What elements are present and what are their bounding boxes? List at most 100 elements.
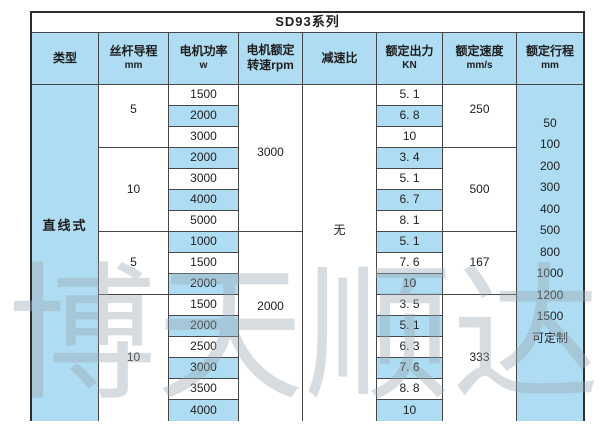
output-value: 6. 8 — [399, 108, 420, 123]
speed-cell: 500 — [443, 148, 517, 232]
speed-value: 333 — [469, 350, 490, 365]
ratio-cell: 无 — [303, 85, 377, 421]
power-cell: 2500 — [169, 337, 239, 358]
stroke-item: 50 — [543, 115, 557, 130]
stroke-item: 1200 — [536, 287, 564, 302]
lead-cell: 10 — [99, 148, 169, 232]
output-cell: 7. 6 — [377, 358, 443, 379]
lead-cell: 5 — [99, 232, 169, 295]
power-cell: 1500 — [169, 295, 239, 316]
output-cell: 5. 1 — [377, 232, 443, 253]
col-header-speed-label: 额定速度 — [455, 44, 504, 59]
output-value: 8. 1 — [399, 213, 420, 228]
col-header-ratio: 减速比 — [303, 33, 377, 85]
col-header-output-label: 额定出力 — [385, 44, 434, 59]
speed-value: 250 — [469, 102, 490, 117]
col-header-output: 额定出力 KN — [377, 33, 443, 85]
speed-value: 167 — [469, 255, 490, 270]
output-value: 10 — [402, 129, 417, 144]
output-value: 8. 8 — [399, 381, 420, 396]
stroke-list: 50 100 200 300 400 500 800 1000 1200 150… — [517, 85, 583, 350]
power-value: 2500 — [190, 339, 217, 354]
col-header-stroke: 额定行程 mm — [517, 33, 583, 85]
power-cell: 2000 — [169, 274, 239, 295]
power-cell: 4000 — [169, 400, 239, 421]
power-cell: 3000 — [169, 169, 239, 190]
output-cell: 5. 1 — [377, 169, 443, 190]
rpm-value: 2000 — [257, 298, 284, 313]
col-header-lead: 丝杆导程 mm — [99, 33, 169, 85]
output-cell: 5. 1 — [377, 85, 443, 106]
output-value: 6. 3 — [399, 339, 420, 354]
col-header-rpm: 电机额定 转速rpm — [239, 33, 303, 85]
col-header-output-unit: KN — [402, 60, 417, 72]
lead-cell: 10 — [99, 295, 169, 421]
power-value: 4000 — [190, 192, 217, 207]
power-value: 1500 — [190, 87, 217, 102]
col-header-speed-unit: mm/s — [466, 60, 493, 72]
output-value: 5. 1 — [399, 234, 420, 249]
col-header-lead-label: 丝杆导程 — [109, 44, 158, 59]
power-cell: 3000 — [169, 358, 239, 379]
stroke-item: 1000 — [536, 266, 564, 281]
output-value: 6. 7 — [399, 192, 420, 207]
output-cell: 5. 1 — [377, 316, 443, 337]
power-value: 4000 — [190, 402, 217, 417]
stroke-item: 400 — [539, 201, 561, 216]
power-cell: 3000 — [169, 127, 239, 148]
stroke-item: 200 — [539, 158, 561, 173]
output-cell: 10 — [377, 274, 443, 295]
lead-value: 5 — [130, 255, 137, 270]
output-cell: 10 — [377, 127, 443, 148]
power-cell: 2000 — [169, 106, 239, 127]
col-header-stroke-unit: mm — [541, 60, 559, 72]
speed-cell: 333 — [443, 295, 517, 421]
stroke-item: 300 — [539, 180, 561, 195]
power-cell: 2000 — [169, 316, 239, 337]
output-value: 3. 5 — [399, 297, 420, 312]
col-header-rpm-label: 电机额定 — [246, 43, 295, 58]
output-value: 10 — [402, 276, 417, 291]
col-header-speed: 额定速度 mm/s — [443, 33, 517, 85]
power-value: 1000 — [190, 234, 217, 249]
power-value: 3000 — [190, 129, 217, 144]
col-header-stroke-label: 额定行程 — [525, 44, 574, 59]
power-value: 3000 — [190, 171, 217, 186]
col-header-rpm-unit: 转速rpm — [247, 58, 294, 72]
col-header-power: 电机功率 w — [169, 33, 239, 85]
type-label: 直线式 — [42, 217, 88, 233]
output-value: 5. 1 — [399, 87, 420, 102]
stroke-item: 100 — [539, 137, 561, 152]
table-title: SD93系列 — [32, 13, 583, 33]
col-header-ratio-label: 减速比 — [321, 50, 358, 65]
rpm-cell: 3000 — [239, 85, 303, 232]
rpm-cell: 2000 — [239, 232, 303, 421]
type-cell: 直线式 — [32, 85, 99, 421]
output-cell: 10 — [377, 400, 443, 421]
speed-value: 500 — [469, 181, 490, 196]
power-cell: 4000 — [169, 190, 239, 211]
output-value: 5. 1 — [399, 318, 420, 333]
output-value: 7. 6 — [399, 360, 420, 375]
output-value: 5. 1 — [399, 171, 420, 186]
stroke-item: 500 — [539, 223, 561, 238]
power-cell: 2000 — [169, 148, 239, 169]
col-header-power-unit: w — [199, 60, 208, 72]
output-cell: 8. 8 — [377, 379, 443, 400]
output-value: 10 — [402, 402, 417, 417]
lead-value: 10 — [126, 350, 141, 365]
lead-cell: 5 — [99, 85, 169, 148]
power-cell: 5000 — [169, 211, 239, 232]
output-cell: 6. 3 — [377, 337, 443, 358]
power-cell: 1500 — [169, 253, 239, 274]
lead-value: 10 — [126, 181, 141, 196]
rpm-value: 3000 — [257, 145, 284, 160]
lead-value: 5 — [130, 102, 137, 117]
power-value: 5000 — [190, 213, 217, 228]
output-cell: 6. 7 — [377, 190, 443, 211]
col-header-lead-unit: mm — [124, 60, 143, 72]
power-value: 3500 — [190, 381, 217, 396]
power-cell: 1500 — [169, 85, 239, 106]
output-cell: 7. 6 — [377, 253, 443, 274]
